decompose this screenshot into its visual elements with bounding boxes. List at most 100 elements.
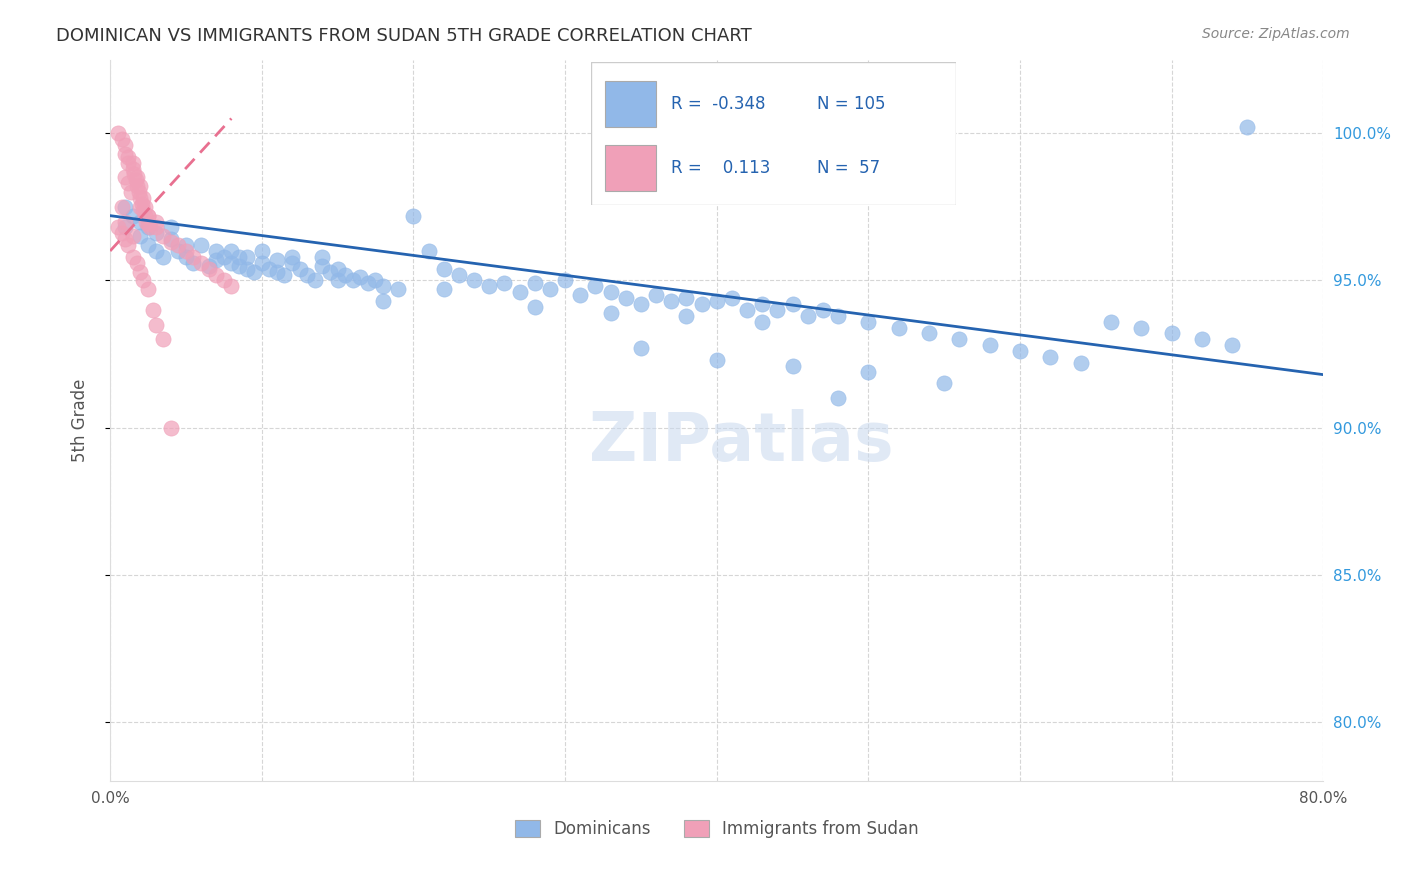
Point bbox=[129, 214, 152, 228]
Point bbox=[205, 252, 228, 267]
Point bbox=[145, 214, 167, 228]
Point bbox=[136, 218, 159, 232]
Point bbox=[463, 273, 485, 287]
Point bbox=[159, 235, 181, 249]
Point bbox=[782, 297, 804, 311]
Point bbox=[228, 259, 250, 273]
Point bbox=[136, 282, 159, 296]
Point bbox=[266, 252, 288, 267]
Bar bbox=[605, 145, 657, 191]
Point bbox=[934, 376, 956, 391]
Y-axis label: 5th Grade: 5th Grade bbox=[72, 378, 89, 462]
Point bbox=[138, 220, 160, 235]
Point bbox=[145, 318, 167, 332]
Text: Source: ZipAtlas.com: Source: ZipAtlas.com bbox=[1202, 27, 1350, 41]
Point bbox=[569, 288, 592, 302]
Point bbox=[134, 200, 156, 214]
Point bbox=[538, 282, 561, 296]
Point bbox=[811, 302, 834, 317]
Point bbox=[117, 176, 139, 190]
Point bbox=[599, 306, 621, 320]
Point bbox=[979, 338, 1001, 352]
Point bbox=[326, 261, 349, 276]
Point bbox=[782, 359, 804, 373]
Point bbox=[107, 126, 129, 140]
Point bbox=[1039, 350, 1062, 364]
Point bbox=[735, 302, 758, 317]
Point bbox=[509, 285, 531, 300]
Point bbox=[1160, 326, 1182, 341]
Point bbox=[121, 155, 143, 169]
Point bbox=[152, 229, 174, 244]
Point bbox=[114, 200, 136, 214]
Point bbox=[205, 268, 228, 282]
Point bbox=[250, 244, 273, 258]
Point bbox=[751, 315, 773, 329]
Point bbox=[311, 250, 333, 264]
Point bbox=[1130, 320, 1153, 334]
Point bbox=[706, 353, 728, 368]
Point bbox=[599, 285, 621, 300]
Point bbox=[145, 220, 167, 235]
Point bbox=[266, 264, 288, 278]
Point bbox=[614, 291, 637, 305]
Point bbox=[250, 256, 273, 270]
Point bbox=[1236, 120, 1258, 135]
Point bbox=[121, 229, 143, 244]
Point bbox=[1099, 315, 1122, 329]
Point bbox=[288, 261, 311, 276]
Point bbox=[145, 227, 167, 241]
Point bbox=[117, 155, 139, 169]
Point bbox=[371, 293, 394, 308]
Point bbox=[117, 238, 139, 252]
Point bbox=[675, 291, 697, 305]
Point bbox=[675, 309, 697, 323]
Point bbox=[174, 238, 197, 252]
Point bbox=[129, 200, 152, 214]
Point bbox=[212, 250, 235, 264]
Point bbox=[120, 185, 142, 199]
Point bbox=[387, 282, 409, 296]
Point bbox=[145, 244, 167, 258]
Point bbox=[125, 173, 148, 187]
Point bbox=[357, 277, 380, 291]
Point bbox=[197, 261, 219, 276]
Point bbox=[433, 261, 456, 276]
Point bbox=[127, 256, 149, 270]
Point bbox=[221, 256, 243, 270]
Point bbox=[333, 268, 356, 282]
Text: R =    0.113: R = 0.113 bbox=[671, 159, 770, 177]
Point bbox=[259, 261, 281, 276]
Point bbox=[117, 150, 139, 164]
Point bbox=[111, 132, 134, 146]
Text: ZIPatlas: ZIPatlas bbox=[589, 409, 893, 475]
Point bbox=[190, 256, 212, 270]
Text: N = 105: N = 105 bbox=[817, 95, 886, 112]
Point bbox=[1191, 332, 1213, 346]
Point bbox=[433, 282, 456, 296]
Point bbox=[918, 326, 941, 341]
Point bbox=[121, 209, 143, 223]
Point bbox=[690, 297, 713, 311]
Point bbox=[121, 250, 143, 264]
Point bbox=[948, 332, 970, 346]
Point bbox=[107, 220, 129, 235]
Point bbox=[297, 268, 319, 282]
Point bbox=[751, 297, 773, 311]
Point bbox=[114, 138, 136, 153]
Point bbox=[159, 420, 181, 434]
Point bbox=[132, 202, 155, 217]
Point bbox=[827, 309, 849, 323]
Point bbox=[221, 279, 243, 293]
Point bbox=[114, 232, 136, 246]
Point bbox=[281, 256, 304, 270]
Point bbox=[447, 268, 470, 282]
Point bbox=[418, 244, 440, 258]
Point bbox=[111, 227, 134, 241]
Point bbox=[645, 288, 668, 302]
Point bbox=[371, 279, 394, 293]
Point bbox=[127, 179, 149, 194]
Point bbox=[136, 209, 159, 223]
Point bbox=[132, 191, 155, 205]
Point bbox=[212, 273, 235, 287]
